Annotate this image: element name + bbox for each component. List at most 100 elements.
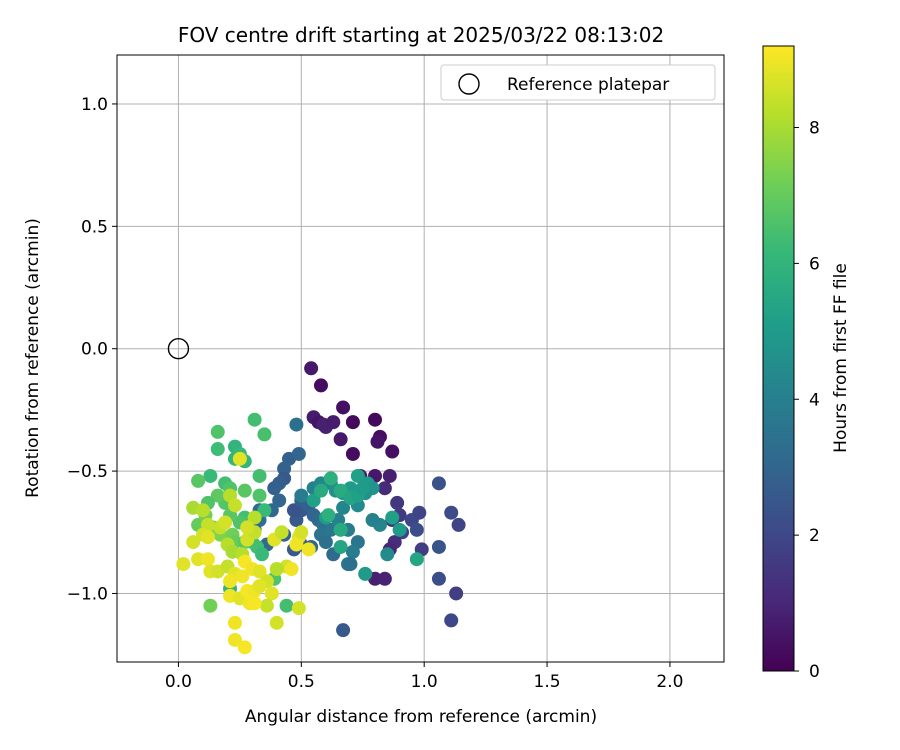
data-point xyxy=(444,505,459,520)
data-point xyxy=(365,513,380,528)
colorbar-tick-label: 4 xyxy=(809,390,820,410)
data-point xyxy=(277,461,292,476)
data-point xyxy=(210,442,225,457)
data-point xyxy=(247,412,262,427)
data-point xyxy=(232,451,247,466)
data-point xyxy=(269,561,284,576)
data-point xyxy=(247,596,262,611)
legend-box xyxy=(440,64,716,101)
data-point xyxy=(377,481,392,496)
x-axis-ticks: 0.0 0.5 1.0 1.5 2.0 xyxy=(165,662,683,692)
data-point xyxy=(368,412,383,427)
legend-label: Reference platepar xyxy=(507,75,669,95)
data-point xyxy=(370,434,385,449)
data-point xyxy=(252,579,267,594)
data-point xyxy=(323,522,338,537)
data-point xyxy=(304,361,319,376)
data-point xyxy=(284,561,299,576)
data-point xyxy=(294,488,309,503)
data-point xyxy=(412,505,427,520)
data-point xyxy=(227,498,242,513)
data-point xyxy=(291,446,306,461)
x-axis-label: Angular distance from reference (arcmin) xyxy=(245,707,597,727)
data-point xyxy=(333,483,348,498)
data-point xyxy=(301,542,316,557)
data-point xyxy=(318,535,333,550)
data-point xyxy=(289,417,304,432)
data-point xyxy=(176,557,191,572)
data-point xyxy=(191,552,206,567)
legend: Reference platepar xyxy=(440,64,716,101)
colorbar: 0 2 4 6 8 Hours from first FF file xyxy=(762,45,851,682)
data-point xyxy=(358,566,373,581)
data-point xyxy=(313,483,328,498)
data-point xyxy=(306,493,321,508)
data-point xyxy=(286,503,301,518)
data-point xyxy=(355,481,370,496)
colorbar-tick-label: 6 xyxy=(809,254,820,274)
data-point xyxy=(267,481,282,496)
x-tick-label: 2.0 xyxy=(656,672,683,692)
data-point xyxy=(218,515,233,530)
data-point xyxy=(345,415,360,430)
data-point xyxy=(431,476,446,491)
reference-marker xyxy=(167,338,190,360)
x-tick-label: 1.0 xyxy=(411,672,438,692)
data-point xyxy=(227,615,242,630)
colorbar-tick-label: 2 xyxy=(809,526,820,546)
data-point xyxy=(380,547,395,562)
x-tick-label: 0.5 xyxy=(288,672,315,692)
data-point xyxy=(377,571,392,586)
data-point xyxy=(200,530,215,545)
x-tick-label: 0.0 xyxy=(165,672,192,692)
data-point xyxy=(191,473,206,488)
data-point xyxy=(264,586,279,601)
y-axis-label: Rotation from reference (arcmin) xyxy=(23,218,43,498)
data-point xyxy=(345,446,360,461)
data-point xyxy=(321,508,336,523)
data-point xyxy=(409,522,424,537)
data-point xyxy=(444,613,459,628)
data-point xyxy=(203,598,218,613)
data-point xyxy=(200,552,215,567)
data-point xyxy=(252,488,267,503)
y-tick-label: −1.0 xyxy=(67,584,108,604)
data-point xyxy=(326,415,341,430)
data-point xyxy=(323,471,338,486)
data-point xyxy=(451,517,466,532)
data-point xyxy=(259,598,274,613)
data-point xyxy=(382,468,397,483)
legend-marker xyxy=(458,73,480,95)
data-point xyxy=(196,503,211,518)
data-point xyxy=(343,557,358,572)
grid-lines xyxy=(117,55,724,662)
data-point xyxy=(289,537,304,552)
data-point xyxy=(333,539,348,554)
data-point xyxy=(247,510,262,525)
data-point xyxy=(385,444,400,459)
data-point xyxy=(252,468,267,483)
data-point xyxy=(336,400,351,415)
data-point xyxy=(237,640,252,655)
data-point xyxy=(223,574,238,589)
data-point xyxy=(345,544,360,559)
y-axis-ticks: 1.0 0.5 0.0 −0.5 −1.0 xyxy=(67,95,117,604)
data-point xyxy=(272,493,287,508)
data-point xyxy=(385,510,400,525)
y-tick-label: 0.0 xyxy=(81,340,108,360)
colorbar-tick-label: 8 xyxy=(809,119,820,139)
chart-title: FOV centre drift starting at 2025/03/22 … xyxy=(178,23,664,47)
data-point xyxy=(333,522,348,537)
y-tick-label: 1.0 xyxy=(81,95,108,115)
plot-frame xyxy=(116,54,725,663)
colorbar-label: Hours from first FF file xyxy=(831,263,851,453)
data-point xyxy=(227,632,242,647)
data-point xyxy=(274,525,289,540)
data-point xyxy=(313,378,328,393)
colorbar-ticks: 0 2 4 6 8 xyxy=(794,119,820,682)
x-tick-label: 1.5 xyxy=(534,672,561,692)
data-point xyxy=(186,535,201,550)
data-point xyxy=(291,601,306,616)
data-point xyxy=(449,586,464,601)
